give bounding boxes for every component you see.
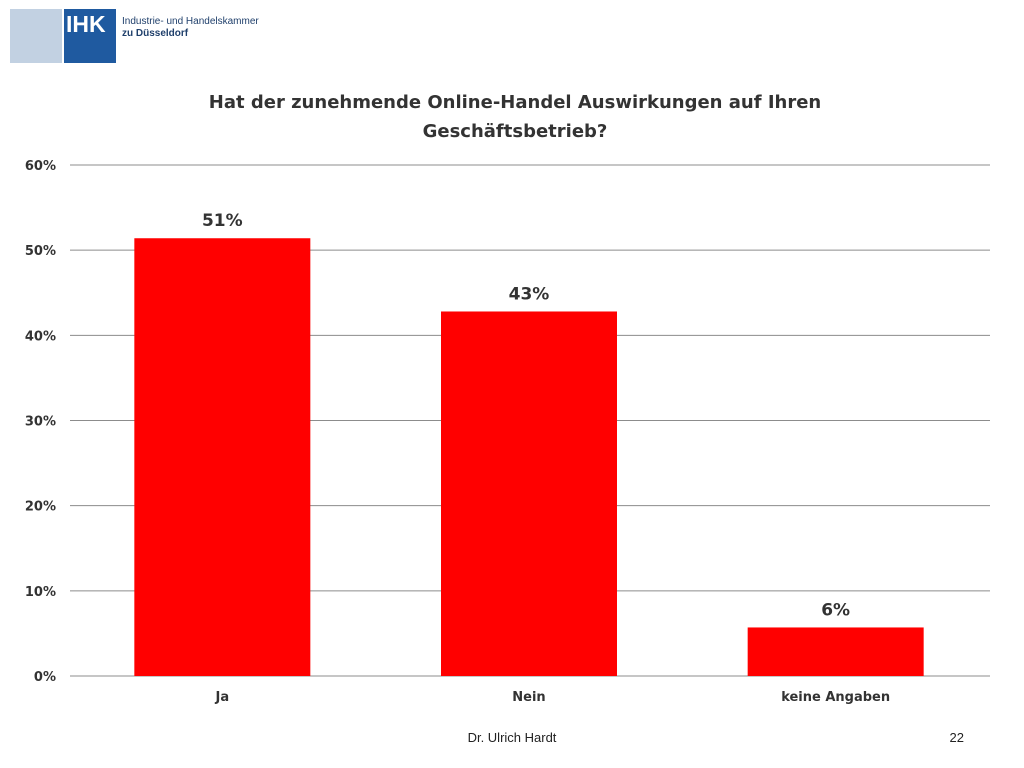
y-tick-label: 0% xyxy=(34,670,56,685)
logo-text: IHK xyxy=(66,11,106,37)
y-tick-label: 10% xyxy=(25,585,56,600)
y-tick-label: 20% xyxy=(25,500,56,515)
bar xyxy=(441,311,617,676)
x-tick-label: Nein xyxy=(512,690,545,705)
y-axis-ticks: 0% 10% 20% 30% 40% 50% 60% xyxy=(25,159,56,685)
bars xyxy=(134,238,924,676)
y-tick-label: 60% xyxy=(25,159,56,174)
data-labels: 51% 43% 6% xyxy=(202,211,850,620)
x-tick-label: Ja xyxy=(215,690,230,705)
y-tick-label: 50% xyxy=(25,244,56,259)
chart-title-line1: Hat der zunehmende Online-Handel Auswirk… xyxy=(208,92,822,113)
y-tick-label: 30% xyxy=(25,415,56,430)
data-label: 51% xyxy=(202,211,243,231)
footer-author: Dr. Ulrich Hardt xyxy=(467,730,557,745)
ihk-logo: IHK xyxy=(10,9,116,63)
bar xyxy=(134,238,311,676)
bar xyxy=(747,627,924,676)
logo-dark-block: IHK xyxy=(64,9,116,63)
x-axis-ticks: Ja Nein keine Angaben xyxy=(215,690,891,705)
x-tick-label: keine Angaben xyxy=(781,690,890,705)
org-name-line2: zu Düsseldorf xyxy=(122,28,189,39)
logo-light-block xyxy=(10,9,62,63)
chart-title-line2: Geschäftsbetrieb? xyxy=(422,121,608,142)
chart-title: Hat der zunehmende Online-Handel Auswirk… xyxy=(150,88,880,146)
org-name-line1: Industrie- und Handelskammer xyxy=(122,16,259,27)
organization-name: Industrie- und Handelskammer zu Düsseldo… xyxy=(122,16,259,40)
data-label: 6% xyxy=(821,600,850,620)
y-tick-label: 40% xyxy=(25,329,56,344)
page-number: 22 xyxy=(949,730,964,745)
data-label: 43% xyxy=(509,284,550,304)
